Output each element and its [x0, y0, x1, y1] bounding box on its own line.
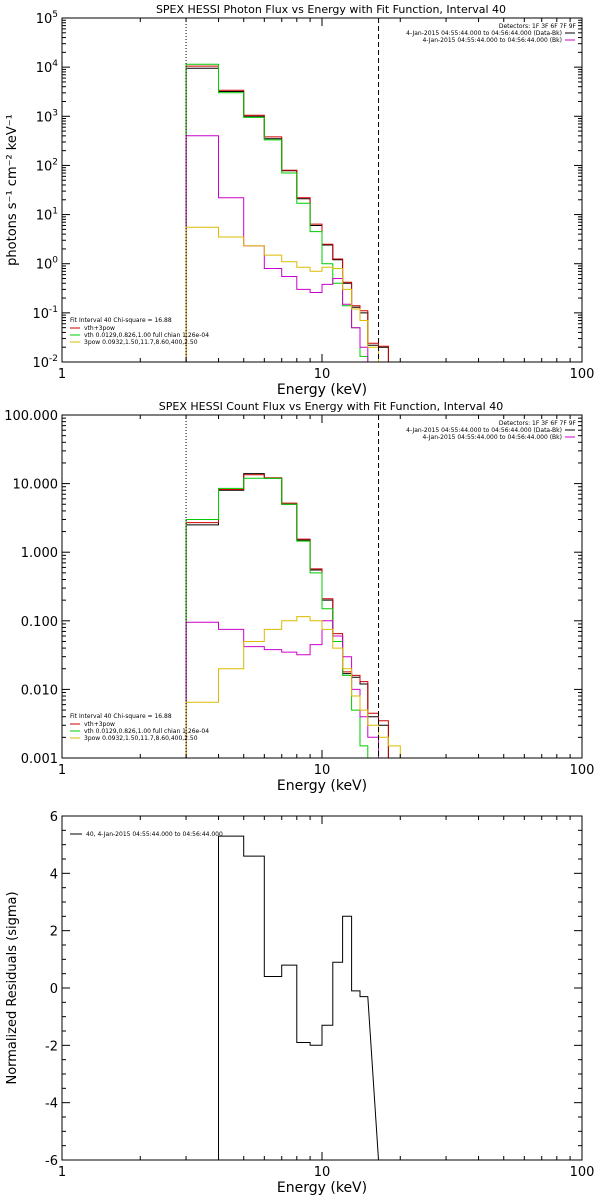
x-tick-label: 10	[314, 1165, 331, 1180]
fit-legend-entry: vth+3pow	[70, 721, 115, 728]
y-tick-label: 103	[36, 108, 58, 125]
y-tick-label: 0.010	[21, 683, 58, 698]
fit-legend-header: Fit Interval 40 Chi-square = 16.88	[70, 317, 172, 324]
x-tick-label: 100	[570, 1165, 595, 1180]
series-curves	[185, 473, 401, 759]
detector-legend-entry: 4-Jan-2015 04:55:44.000 to 04:56:44.000 …	[406, 427, 575, 434]
photon-flux-chart: SPEX HESSI Photon Flux vs Energy with Fi…	[5, 3, 594, 398]
x-tick-label: 1	[58, 367, 66, 382]
y-tick-label: 10-1	[32, 305, 58, 322]
y-tick-label: 6	[50, 810, 58, 825]
x-axis-label: Energy (keV)	[277, 778, 367, 794]
fit-legend: Fit Interval 40 Chi-square = 16.88 vth+3…	[70, 317, 209, 346]
detector-legend-text: 4-Jan-2015 04:55:44.000 to 04:56:44.000 …	[406, 427, 562, 434]
chart-title: SPEX HESSI Count Flux vs Energy with Fit…	[159, 400, 503, 413]
series-vth	[185, 63, 401, 363]
x-axis-label: Energy (keV)	[277, 1180, 367, 1196]
y-axis-label: Normalized Residuals (sigma)	[5, 891, 20, 1084]
count-flux-chart: SPEX HESSI Count Flux vs Energy with Fit…	[4, 400, 594, 794]
x-tick-label: 100	[570, 763, 595, 778]
series-thick	[185, 616, 401, 758]
y-tick-label: 104	[36, 59, 59, 76]
fit-legend-entry: vth 0.0129,0.826,1.00 full chian 1.26e-0…	[70, 728, 209, 735]
series-residuals	[218, 835, 379, 1161]
detector-legend-entry: 4-Jan-2015 04:55:44.000 to 04:56:44.000 …	[422, 37, 575, 44]
chart-title: SPEX HESSI Photon Flux vs Energy with Fi…	[156, 3, 506, 16]
y-tick-label: 10-2	[32, 354, 58, 371]
residuals-legend: 40, 4-Jan-2015 04:55:44.000 to 04:56:44.…	[70, 831, 223, 838]
detector-legend-text: 4-Jan-2015 04:55:44.000 to 04:56:44.000 …	[422, 37, 562, 44]
detector-legend-text: 4-Jan-2015 04:55:44.000 to 04:56:44.000 …	[406, 30, 562, 37]
y-tick-label: 4	[50, 867, 58, 882]
marker-lines	[185, 18, 380, 362]
detector-legend-entry: 4-Jan-2015 04:55:44.000 to 04:56:44.000 …	[422, 434, 575, 441]
marker-lines	[185, 415, 380, 758]
x-tick-label: 100	[570, 367, 595, 382]
y-tick-label: 10.000	[13, 478, 59, 493]
y-tick-label: 0.100	[21, 615, 58, 630]
series-thick	[185, 226, 401, 363]
detector-legend: Detectors: 1F 3F 6F 7F 9F 4-Jan-2015 04:…	[406, 23, 576, 44]
y-tick-label: 2	[50, 925, 58, 940]
y-tick-label: 100	[36, 256, 59, 273]
detector-legend-header: Detectors: 1F 3F 6F 7F 9F	[499, 420, 577, 427]
y-tick-label: 100.000	[4, 409, 58, 424]
fit-legend-text: vth 0.0129,0.826,1.00 full chian 1.26e-0…	[84, 332, 209, 339]
detector-legend: Detectors: 1F 3F 6F 7F 9F 4-Jan-2015 04:…	[406, 420, 576, 441]
y-tick-label: -4	[45, 1097, 58, 1112]
fit-legend-text: vth+3pow	[84, 721, 115, 728]
x-tick-label: 10	[314, 367, 331, 382]
axis-ticks: 1 10 100 10-2 10-1 100 101 102 103 104 105	[32, 10, 594, 382]
x-axis-label: Energy (keV)	[277, 382, 367, 398]
detector-legend-entry: 4-Jan-2015 04:55:44.000 to 04:56:44.000 …	[406, 30, 575, 37]
axis-ticks: 1 10 100 -6 -4 -2 0 2 4 6	[45, 810, 594, 1180]
fit-legend-text: vth 0.0129,0.826,1.00 full chian 1.26e-0…	[84, 728, 209, 735]
fit-legend-text: 3pow 0.0932,1.50,11.7,8.60,400,2.50	[84, 735, 198, 742]
x-tick-label: 1	[58, 763, 66, 778]
y-tick-label: 105	[36, 10, 58, 27]
y-tick-label: -6	[45, 1154, 58, 1169]
y-tick-label: 102	[36, 157, 58, 174]
y-tick-label: 0.001	[21, 752, 58, 767]
y-tick-label: -2	[45, 1039, 58, 1054]
y-tick-label: 0	[50, 982, 58, 997]
y-axis-label: photons s⁻¹ cm⁻² keV⁻¹	[5, 114, 20, 266]
fit-legend-entry: vth+3pow	[70, 325, 115, 332]
residuals-chart: 1 10 100 -6 -4 -2 0 2 4 6 Energy (keV) Normalized…	[5, 810, 594, 1196]
series-vth	[185, 477, 401, 759]
fit-legend-entry: vth 0.0129,0.826,1.00 full chian 1.26e-0…	[70, 332, 209, 339]
fit-legend-text: vth+3pow	[84, 325, 115, 332]
detector-legend-header: Detectors: 1F 3F 6F 7F 9F	[499, 23, 577, 30]
residuals-legend-text: 40, 4-Jan-2015 04:55:44.000 to 04:56:44.…	[86, 831, 223, 838]
fit-legend: Fit Interval 40 Chi-square = 16.88 vth+3…	[70, 713, 209, 742]
fit-legend-header: Fit Interval 40 Chi-square = 16.88	[70, 713, 172, 720]
axis-ticks: 1 10 100 0.001 0.010 0.100 1.000 10.000 100.000	[4, 409, 594, 778]
detector-legend-text: 4-Jan-2015 04:55:44.000 to 04:56:44.000 …	[422, 434, 562, 441]
x-tick-label: 1	[58, 1165, 66, 1180]
fit-legend-entry: 3pow 0.0932,1.50,11.7,8.60,400,2.50	[70, 339, 198, 346]
y-tick-label: 101	[36, 207, 58, 224]
fit-legend-entry: 3pow 0.0932,1.50,11.7,8.60,400,2.50	[70, 735, 198, 742]
series-thick2	[185, 135, 401, 363]
y-tick-label: 1.000	[21, 546, 58, 561]
fit-legend-text: 3pow 0.0932,1.50,11.7,8.60,400,2.50	[84, 339, 198, 346]
series-curves	[185, 63, 401, 363]
x-tick-label: 10	[314, 763, 331, 778]
